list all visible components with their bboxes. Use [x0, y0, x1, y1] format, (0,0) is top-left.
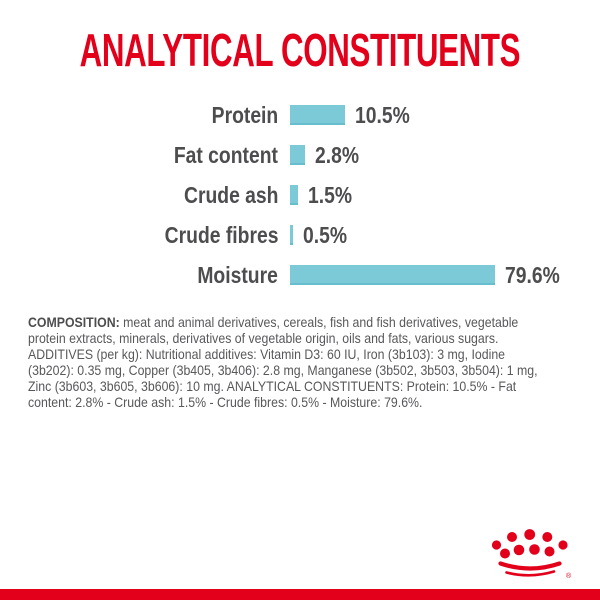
registered-trademark-symbol: ®	[566, 572, 572, 580]
composition-heading: COMPOSITION:	[28, 314, 120, 330]
page-title: ANALYTICAL CONSTITUENTS	[79, 24, 521, 76]
row-label: Protein	[0, 102, 290, 129]
bar-moisture	[290, 265, 495, 285]
composition-line: COMPOSITION: meat and animal derivatives…	[28, 314, 538, 330]
header: ANALYTICAL CONSTITUENTS	[0, 27, 600, 73]
row-value-text: 1.5%	[307, 181, 352, 208]
composition-line: (3b202): 0.35 mg, Copper (3b405, 3b406):…	[28, 362, 538, 378]
row-value: 79.6%	[505, 262, 570, 289]
row-label: Crude ash	[0, 182, 290, 209]
analytical-constituents-chart: Protein 10.5% Fat content 2.8% Crude ash…	[0, 95, 600, 295]
chart-row-crude-fibres: Crude fibres 0.5%	[0, 215, 600, 255]
composition-line: Zinc (3b603, 3b605, 3b606): 10 mg. ANALY…	[28, 378, 517, 394]
row-value-text: 10.5%	[354, 101, 410, 128]
crown-dots	[491, 529, 568, 559]
composition-line: ADDITIVES (per kg): Nutritional additive…	[28, 346, 506, 362]
bottom-red-stripe	[0, 589, 600, 600]
royal-canin-crown-logo: ®	[491, 529, 572, 580]
row-label-text: Crude fibres	[164, 221, 278, 248]
composition-text: COMPOSITION: meat and animal derivatives…	[28, 314, 538, 410]
bar-crude-fibres	[290, 225, 293, 245]
row-label-text: Moisture	[197, 261, 278, 288]
composition-line: protein extracts, minerals, derivatives …	[28, 330, 499, 346]
row-value-text: 2.8%	[314, 141, 359, 168]
row-label: Moisture	[0, 262, 290, 289]
crown-swoosh	[498, 561, 562, 577]
chart-row-crude-ash: Crude ash 1.5%	[0, 175, 600, 215]
bar-protein	[290, 105, 345, 125]
chart-row-protein: Protein 10.5%	[0, 95, 600, 135]
row-label: Fat content	[0, 142, 290, 169]
bar-crude-ash	[290, 185, 298, 205]
row-value-text: 79.6%	[505, 261, 560, 288]
composition-line-text: meat and animal derivatives, cereals, fi…	[119, 314, 519, 330]
row-label-text: Crude ash	[183, 181, 278, 208]
row-value: 10.5%	[355, 102, 420, 129]
row-label-text: Protein	[211, 101, 278, 128]
row-label-text: Fat content	[173, 141, 278, 168]
chart-row-fat-content: Fat content 2.8%	[0, 135, 600, 175]
row-value: 1.5%	[308, 182, 360, 209]
bar-fat-content	[290, 145, 305, 165]
row-value-text: 0.5%	[302, 221, 347, 248]
row-value: 0.5%	[303, 222, 355, 249]
composition-line: content: 2.8% - Crude ash: 1.5% - Crude …	[28, 394, 423, 410]
row-label: Crude fibres	[0, 222, 290, 249]
chart-row-moisture: Moisture 79.6%	[0, 255, 600, 295]
row-value: 2.8%	[315, 142, 367, 169]
